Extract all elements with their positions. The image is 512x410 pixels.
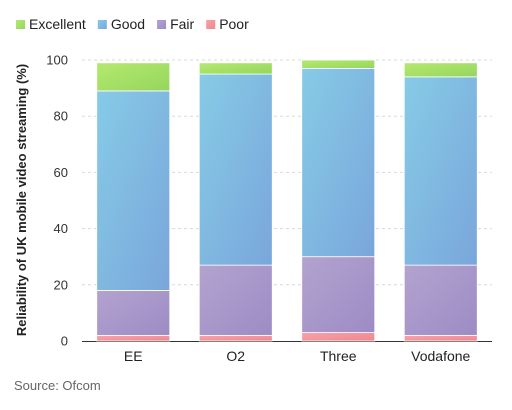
bar-segment-o2-fair [198, 264, 273, 336]
bar-segment-three-good [301, 68, 376, 258]
source-note: Source: Ofcom [14, 378, 101, 393]
bar-segment-three-excellent [301, 59, 376, 69]
legend-label-fair: Fair [170, 16, 194, 32]
bar-segment-o2-excellent [198, 62, 273, 75]
x-tick-label: Three [320, 348, 357, 364]
bar-segment-three-poor [301, 332, 376, 342]
legend-label-poor: Poor [219, 16, 249, 32]
y-tick-label: 40 [54, 221, 68, 236]
bar-segment-vodafone-excellent [403, 62, 478, 78]
bar-segment-ee-poor [96, 334, 171, 342]
legend: Excellent Good Fair Poor [16, 16, 249, 32]
bar-segment-ee-excellent [96, 62, 171, 92]
bar-segment-o2-good [198, 73, 273, 266]
legend-swatch-fair [157, 20, 167, 29]
x-tick-label: EE [124, 348, 143, 364]
y-tick-label: 80 [54, 109, 68, 124]
y-tick-label: 20 [54, 277, 68, 292]
bar-group-vodafone [403, 62, 478, 342]
y-axis-label: Reliability of UK mobile video streaming… [14, 64, 29, 336]
y-axis: 0 20 40 60 80 100 [46, 53, 68, 349]
legend-swatch-good [97, 20, 107, 29]
legend-label-excellent: Excellent [29, 16, 86, 32]
legend-label-good: Good [111, 16, 145, 32]
y-tick-label: 100 [46, 53, 68, 68]
bar-group-ee [96, 62, 171, 342]
legend-swatch-excellent [16, 20, 25, 29]
bar-segment-ee-fair [96, 290, 171, 336]
legend-swatch-poor [206, 20, 216, 29]
bar-segment-vodafone-fair [403, 264, 478, 336]
bar-segment-vodafone-poor [403, 334, 478, 342]
x-tick-label: Vodafone [411, 348, 470, 364]
bar-segment-ee-good [96, 90, 171, 291]
x-axis: EE O2 Three Vodafone [124, 348, 471, 364]
bar-segment-vodafone-good [403, 76, 478, 266]
x-tick-label: O2 [226, 348, 245, 364]
bars [96, 59, 478, 342]
bar-group-o2 [198, 62, 273, 342]
bar-segment-o2-poor [198, 334, 273, 342]
bar-segment-three-fair [301, 256, 376, 333]
y-tick-label: 60 [54, 165, 68, 180]
y-tick-label: 0 [61, 334, 68, 349]
bar-group-three [301, 59, 376, 342]
